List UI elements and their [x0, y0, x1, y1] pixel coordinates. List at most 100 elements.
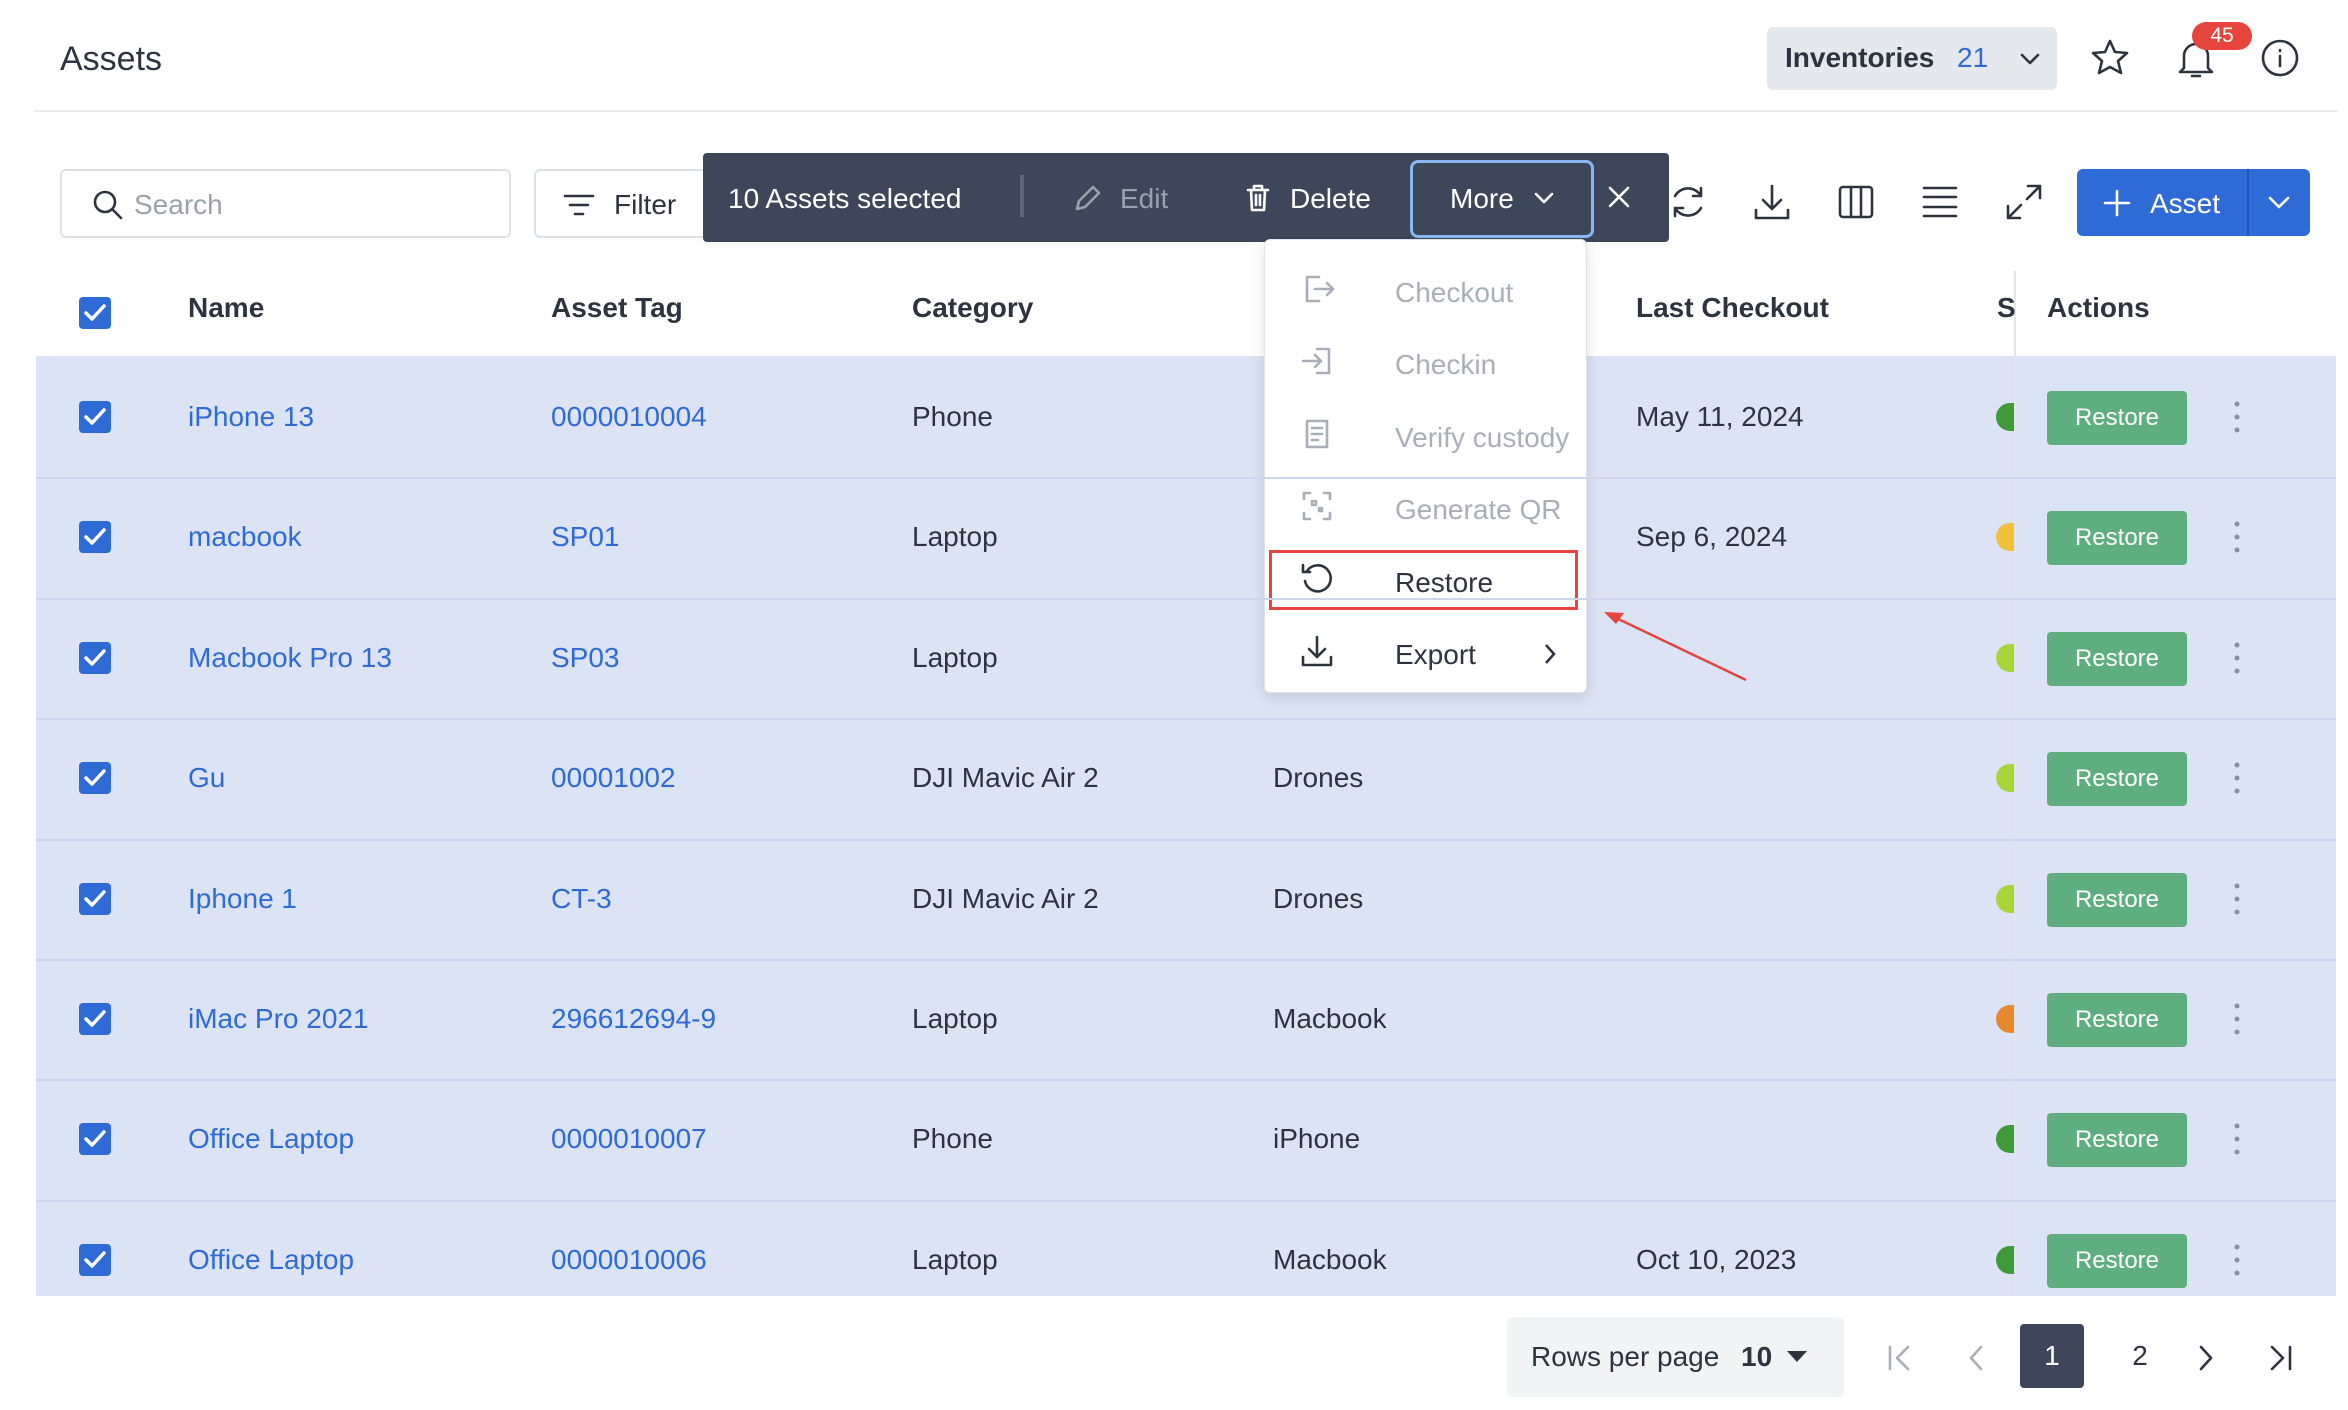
edit-button[interactable]: Edit — [1120, 183, 1169, 214]
inventories-count: 21 — [1957, 42, 1989, 73]
search-input[interactable]: Search — [60, 169, 511, 238]
row-divider — [36, 718, 2336, 721]
plus-icon — [2103, 189, 2131, 217]
row-menu[interactable] — [2234, 883, 2240, 915]
asset-name[interactable]: Iphone 1 — [188, 882, 297, 914]
inventories-label: Inventories — [1785, 42, 1935, 73]
category: DJI Mavic Air 2 — [912, 882, 1099, 914]
star-button[interactable] — [2090, 38, 2130, 78]
first-page[interactable] — [1886, 1344, 1914, 1372]
asset-name[interactable]: iPhone 13 — [188, 401, 315, 432]
check — [84, 408, 106, 425]
restore-button[interactable]: Restore — [2047, 1233, 2187, 1288]
inventories-selector[interactable]: Inventories 21 — [1767, 27, 2057, 90]
last-checkout: Oct 10, 2023 — [1636, 1243, 1797, 1275]
menu-label: Export — [1395, 639, 1476, 670]
search-placeholder: Search — [134, 189, 223, 220]
delete-button[interactable]: Delete — [1290, 183, 1371, 214]
row-menu[interactable] — [2234, 1123, 2240, 1155]
row-checkbox[interactable] — [79, 1003, 111, 1035]
download-button[interactable] — [1752, 182, 1792, 222]
column-header: Actions — [2047, 292, 2150, 323]
caret — [1787, 1351, 1807, 1362]
select-all-checkbox[interactable] — [79, 297, 111, 329]
table-body — [36, 356, 2336, 1296]
asset-name[interactable]: Gu — [188, 762, 226, 794]
row-checkbox[interactable] — [79, 401, 111, 433]
asset-tag[interactable]: CT-3 — [551, 882, 612, 914]
menu-icon — [1301, 348, 1331, 375]
restore-button[interactable]: Restore — [2047, 872, 2187, 927]
selection-count: 10 Assets selected — [728, 183, 962, 214]
separator — [1020, 175, 1024, 217]
restore-button[interactable]: Restore — [2047, 631, 2187, 686]
next-page[interactable] — [2196, 1344, 2216, 1372]
asset-name[interactable]: Office Laptop — [188, 1123, 355, 1155]
row-checkbox[interactable] — [79, 641, 111, 674]
row-menu[interactable] — [2234, 401, 2240, 433]
asset-name[interactable]: iMac Pro 2021 — [188, 1003, 369, 1034]
page-button[interactable]: 2 — [2132, 1340, 2148, 1371]
row-divider — [36, 1199, 2336, 1202]
row-menu[interactable] — [2234, 1003, 2240, 1035]
column-header: Last Checkout — [1636, 292, 1829, 323]
menu-icon — [1301, 563, 1333, 593]
asset-tag[interactable]: 296612694-9 — [551, 1003, 717, 1034]
restore-button[interactable]: Restore — [2047, 993, 2187, 1047]
asset-tag[interactable]: SP03 — [551, 641, 620, 673]
asset-name[interactable]: Office Laptop — [188, 1243, 355, 1275]
page-button[interactable]: 1 — [2020, 1324, 2084, 1388]
asset-tag[interactable]: 0000010007 — [551, 1123, 707, 1155]
model: iPhone — [1273, 1123, 1361, 1155]
more-menu: Checkout Checkin Verify custody Generate QR… — [1264, 239, 1587, 693]
kebab — [2234, 1244, 2240, 1276]
row-menu[interactable] — [2234, 762, 2240, 794]
row-menu[interactable] — [2234, 521, 2240, 553]
row-checkbox[interactable] — [79, 1123, 111, 1156]
last-page[interactable] — [2266, 1344, 2294, 1372]
row-menu[interactable] — [2234, 642, 2240, 674]
kebab — [2234, 1123, 2240, 1155]
category: Phone — [912, 1123, 993, 1155]
asset-tag[interactable]: SP01 — [551, 521, 620, 553]
close-selection[interactable] — [1607, 185, 1631, 209]
model: Drones — [1273, 882, 1364, 914]
restore-button[interactable]: Restore — [2047, 752, 2187, 807]
asset-name[interactable]: Macbook Pro 13 — [188, 641, 392, 673]
asset-name[interactable]: macbook — [188, 521, 302, 553]
columns-button[interactable] — [1836, 182, 1876, 222]
restore-button[interactable]: Restore — [2047, 511, 2187, 566]
more-button[interactable]: More — [1410, 160, 1594, 238]
fullscreen-button[interactable] — [2004, 182, 2044, 222]
row-menu[interactable] — [2234, 1244, 2240, 1276]
density-button[interactable] — [1920, 182, 1960, 222]
info-button[interactable] — [2260, 38, 2300, 78]
row-checkbox[interactable] — [79, 1243, 111, 1276]
kebab — [2234, 1003, 2240, 1035]
row-checkbox[interactable] — [79, 882, 111, 915]
restore-button[interactable]: Restore — [2047, 391, 2187, 445]
delete-icon — [1246, 184, 1270, 212]
add-asset-label: Asset — [2150, 188, 2221, 219]
annotation-arrow — [1604, 612, 1747, 682]
column-header: Name — [188, 292, 265, 323]
row-checkbox[interactable] — [79, 521, 111, 554]
kebab — [2234, 521, 2240, 553]
status-dot — [1996, 1245, 2014, 1274]
check — [84, 889, 106, 907]
row-checkbox[interactable] — [79, 762, 111, 795]
asset-tag[interactable]: 00001002 — [551, 762, 676, 794]
row-divider — [36, 838, 2336, 841]
menu-icon — [1301, 635, 1333, 667]
asset-tag[interactable]: 0000010006 — [551, 1243, 707, 1275]
filter-button[interactable]: Filter — [534, 169, 718, 238]
refresh-button[interactable] — [1668, 182, 1708, 222]
rows-per-page[interactable]: Rows per page 10 — [1507, 1317, 1844, 1397]
asset-tag[interactable]: 0000010004 — [551, 401, 707, 432]
restore-button[interactable]: Restore — [2047, 1113, 2187, 1168]
prev-page[interactable] — [1966, 1344, 1986, 1372]
add-asset-button[interactable]: Asset — [2077, 169, 2310, 236]
menu-item[interactable] — [1269, 549, 1578, 610]
chevron[interactable] — [2267, 193, 2291, 213]
menu-label: Restore — [1395, 566, 1494, 598]
